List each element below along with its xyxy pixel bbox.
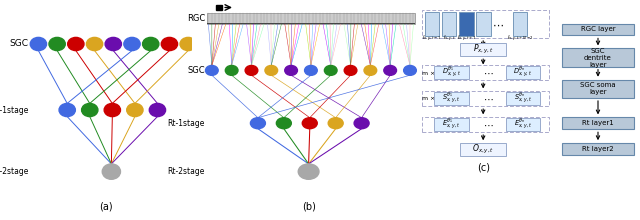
Ellipse shape	[298, 164, 319, 179]
Text: RGC layer: RGC layer	[580, 26, 615, 33]
Ellipse shape	[127, 103, 143, 117]
Ellipse shape	[124, 37, 140, 51]
FancyBboxPatch shape	[435, 92, 468, 105]
Ellipse shape	[384, 66, 397, 75]
FancyBboxPatch shape	[435, 118, 468, 131]
Text: Rt layer1: Rt layer1	[582, 120, 614, 126]
Ellipse shape	[59, 103, 76, 117]
Ellipse shape	[105, 37, 122, 51]
Bar	[216, 5, 221, 10]
FancyBboxPatch shape	[506, 66, 540, 79]
Text: Rt layer2: Rt layer2	[582, 146, 614, 152]
Bar	[207, 13, 415, 24]
Text: Rt-1stage: Rt-1stage	[0, 106, 29, 114]
Text: m $\times$: m $\times$	[421, 94, 435, 103]
Text: $I_{x,y,t}$: $I_{x,y,t}$	[443, 34, 456, 44]
Text: $\cdots$: $\cdots$	[483, 94, 493, 103]
Ellipse shape	[161, 37, 178, 51]
Ellipse shape	[265, 66, 278, 75]
Text: (c): (c)	[477, 163, 490, 173]
Ellipse shape	[328, 118, 343, 129]
Ellipse shape	[305, 66, 317, 75]
Text: $\cdots$: $\cdots$	[483, 68, 493, 78]
FancyBboxPatch shape	[562, 48, 634, 67]
Text: $S^{\theta_n}_{x,y,t}$: $S^{\theta_n}_{x,y,t}$	[514, 91, 532, 106]
FancyBboxPatch shape	[435, 66, 468, 79]
Text: RGC: RGC	[187, 14, 205, 23]
Ellipse shape	[149, 103, 166, 117]
Text: $I_{x,y,t+N-2}$: $I_{x,y,t+N-2}$	[507, 34, 534, 44]
Ellipse shape	[49, 37, 65, 51]
Ellipse shape	[245, 66, 258, 75]
Text: $D^{\theta_1}_{x,y,t}$: $D^{\theta_1}_{x,y,t}$	[442, 65, 461, 80]
Ellipse shape	[404, 66, 417, 75]
Ellipse shape	[276, 118, 291, 129]
Ellipse shape	[225, 66, 238, 75]
Text: SGC: SGC	[10, 40, 29, 48]
Text: Rt-1stage: Rt-1stage	[168, 119, 205, 128]
Ellipse shape	[104, 103, 120, 117]
Ellipse shape	[250, 118, 266, 129]
FancyBboxPatch shape	[562, 143, 634, 155]
Bar	[207, 23, 415, 24]
Text: $I_{x,y,t+1}$: $I_{x,y,t+1}$	[456, 34, 476, 44]
FancyBboxPatch shape	[562, 24, 634, 35]
Ellipse shape	[364, 66, 377, 75]
Text: SGC
dentrite
layer: SGC dentrite layer	[584, 48, 612, 68]
FancyBboxPatch shape	[476, 12, 491, 36]
Text: $P_{x,y,t}$: $P_{x,y,t}$	[473, 43, 493, 56]
Ellipse shape	[324, 66, 337, 75]
Ellipse shape	[30, 37, 47, 51]
Text: $E^{\theta_1}_{x,y,t}$: $E^{\theta_1}_{x,y,t}$	[442, 117, 461, 132]
Text: $O_{x,y,t}$: $O_{x,y,t}$	[472, 143, 494, 156]
Ellipse shape	[302, 118, 317, 129]
Text: Rt-2stage: Rt-2stage	[0, 167, 29, 176]
Text: $E^{\theta_n}_{x,y,t}$: $E^{\theta_n}_{x,y,t}$	[514, 117, 532, 132]
FancyBboxPatch shape	[442, 12, 456, 36]
Ellipse shape	[143, 37, 159, 51]
Ellipse shape	[205, 66, 218, 75]
FancyBboxPatch shape	[459, 12, 474, 36]
Text: SGC soma
layer: SGC soma layer	[580, 82, 616, 95]
Ellipse shape	[354, 118, 369, 129]
Ellipse shape	[285, 66, 298, 75]
FancyBboxPatch shape	[461, 143, 506, 156]
FancyBboxPatch shape	[461, 43, 506, 56]
Ellipse shape	[82, 103, 98, 117]
Text: $I_{x,y,t-1}$: $I_{x,y,t-1}$	[422, 34, 442, 44]
Text: $\cdots$: $\cdots$	[483, 119, 493, 129]
FancyBboxPatch shape	[506, 92, 540, 105]
Ellipse shape	[68, 37, 84, 51]
Ellipse shape	[344, 66, 357, 75]
Ellipse shape	[102, 164, 120, 179]
Text: $\cdots$: $\cdots$	[492, 20, 504, 29]
FancyBboxPatch shape	[513, 12, 527, 36]
FancyBboxPatch shape	[562, 80, 634, 98]
Ellipse shape	[180, 37, 196, 51]
FancyBboxPatch shape	[425, 12, 439, 36]
Text: m $\times$: m $\times$	[421, 69, 435, 77]
FancyBboxPatch shape	[506, 118, 540, 131]
Text: SGC: SGC	[188, 66, 205, 75]
Text: (b): (b)	[301, 202, 316, 212]
Text: $S^{\theta_1}_{x,y,t}$: $S^{\theta_1}_{x,y,t}$	[442, 91, 461, 106]
Text: $D^{\theta_n}_{x,y,t}$: $D^{\theta_n}_{x,y,t}$	[513, 65, 532, 80]
FancyBboxPatch shape	[562, 117, 634, 129]
Text: (a): (a)	[99, 202, 113, 212]
Text: Rt-2stage: Rt-2stage	[168, 167, 205, 176]
Ellipse shape	[86, 37, 103, 51]
